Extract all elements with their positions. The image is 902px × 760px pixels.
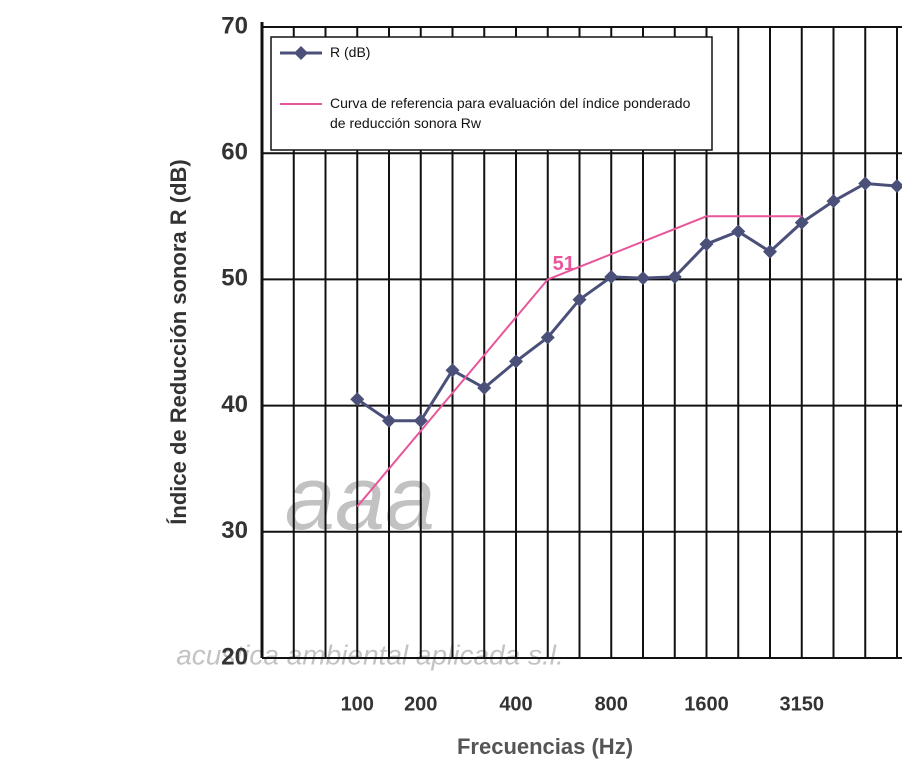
legend-label: Curva de referencia para evaluación del … — [330, 95, 691, 131]
x-axis-label: Frecuencias (Hz) — [457, 734, 633, 759]
x-tick-label: 800 — [595, 693, 628, 715]
y-tick-label: 50 — [221, 265, 248, 292]
marker — [763, 244, 777, 259]
marker — [477, 380, 492, 395]
watermark: aaa — [285, 449, 435, 549]
marker — [731, 224, 746, 239]
y-tick-label: 30 — [221, 517, 248, 544]
y-axis-label: Índice de Reducción sonora R (dB) — [166, 159, 191, 524]
x-tick-label: 200 — [404, 693, 437, 715]
marker — [667, 269, 682, 284]
marker — [890, 179, 902, 194]
marker — [794, 215, 809, 230]
y-tick-label: 60 — [221, 139, 248, 166]
x-tick-label: 3150 — [780, 693, 825, 715]
annotation: 51 — [553, 253, 575, 275]
x-tick-label: 1600 — [684, 693, 729, 715]
legend-marker — [294, 46, 308, 60]
marker — [826, 194, 841, 209]
marker — [858, 176, 873, 191]
y-tick-label: 40 — [221, 391, 248, 418]
legend-label: R (dB) — [330, 44, 371, 60]
marker — [382, 413, 396, 428]
y-tick-label: 70 — [221, 12, 248, 39]
x-tick-label: 100 — [341, 693, 374, 715]
marker — [636, 271, 650, 286]
legend-box — [270, 36, 713, 151]
marker — [413, 413, 428, 428]
watermark: acustica ambiental aplicada s.l. — [176, 639, 564, 670]
marker — [350, 392, 365, 407]
legend-entry: Curva de referencia para evaluación del … — [330, 95, 691, 131]
marker — [572, 292, 587, 307]
series-line — [356, 181, 898, 423]
y-tick-label: 20 — [221, 643, 248, 670]
marker — [445, 363, 460, 378]
marker — [540, 330, 555, 345]
series-line — [356, 215, 802, 508]
x-tick-label: 400 — [499, 693, 532, 715]
marker — [509, 354, 523, 369]
marker — [604, 269, 619, 284]
legend-entry: R (dB) — [330, 44, 371, 60]
marker — [699, 237, 714, 252]
